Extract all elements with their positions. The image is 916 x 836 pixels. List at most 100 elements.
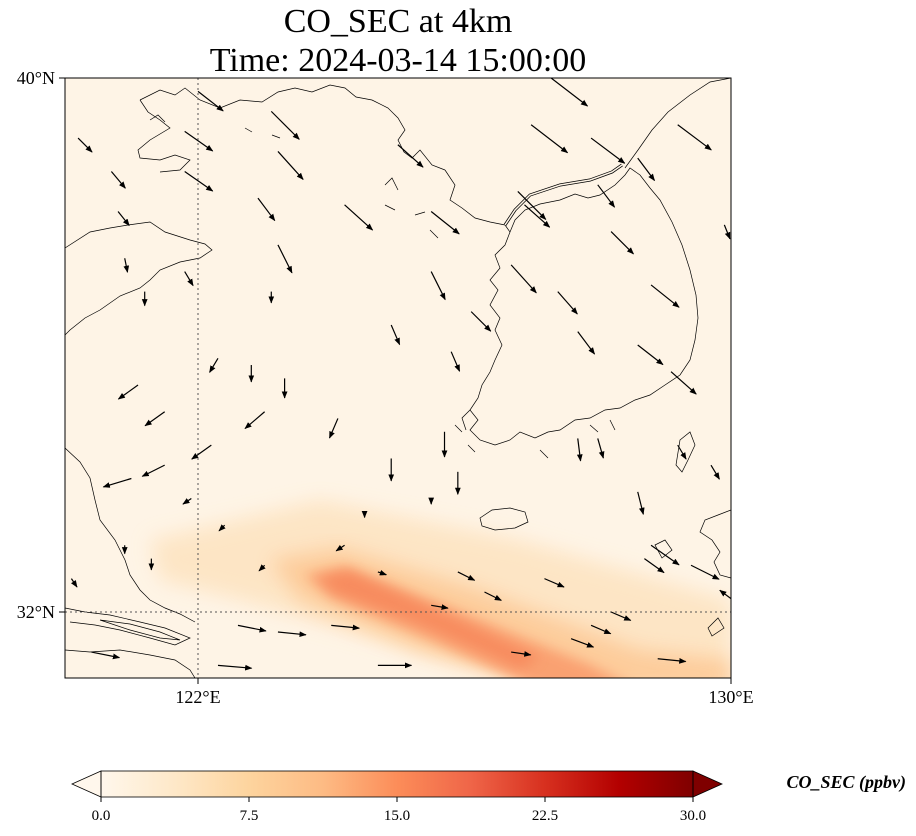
coastline-tsushima	[675, 431, 696, 473]
wind-arrow-46	[597, 438, 605, 459]
wind-arrow-70	[570, 638, 595, 648]
wind-arrow-54	[644, 558, 665, 574]
wind-arrow-45	[577, 331, 596, 355]
wind-arrow-18	[257, 197, 276, 222]
wind-arrow-57	[723, 224, 731, 240]
wind-arrow-34	[510, 264, 537, 294]
coastline-jeju	[479, 507, 529, 531]
wind-vectors	[70, 78, 731, 671]
wind-arrow-77	[70, 578, 78, 588]
wind-arrow-44	[576, 438, 583, 462]
wind-arrow-53	[710, 464, 720, 480]
wind-arrow-27	[430, 271, 446, 301]
wind-arrow-5	[184, 130, 214, 152]
chart-title-line1: CO_SEC at 4km	[284, 3, 513, 40]
wind-arrow-3	[123, 258, 130, 273]
wind-arrow-26	[430, 211, 460, 235]
wind-arrow-52	[677, 444, 687, 460]
wind-arrow-62	[277, 631, 307, 638]
ytick-40-label: 40°N	[17, 68, 55, 88]
wind-arrow-8	[197, 90, 224, 112]
coastline-korea-northeast	[624, 78, 731, 169]
wind-arrow-61	[237, 624, 267, 633]
map-frame	[64, 77, 732, 679]
wind-arrow-10	[117, 384, 139, 400]
colorbar-gradient	[101, 771, 693, 797]
wind-arrow-25	[344, 204, 374, 231]
wind-arrow-39	[524, 204, 551, 228]
wind-arrow-0	[77, 137, 93, 153]
coastline-japan-small	[707, 617, 725, 637]
coastline-goto	[654, 539, 673, 559]
xtick-130-label: 130°E	[708, 687, 753, 707]
wind-arrow-12	[191, 444, 212, 460]
wind-arrow-19	[277, 244, 293, 274]
wind-arrow-82	[258, 564, 266, 572]
cb-tick-2-label: 15.0	[384, 808, 410, 824]
wind-arrow-51	[670, 371, 697, 395]
map-panel	[64, 77, 732, 679]
wind-arrow-2	[117, 211, 130, 227]
wind-arrow-48	[650, 284, 680, 308]
wind-arrow-24	[397, 144, 424, 168]
wind-arrow-60	[217, 664, 253, 671]
colorbar-ticks: 0.0 7.5 15.0 22.5 30.0	[92, 797, 706, 824]
wind-arrow-63	[331, 624, 360, 631]
wind-arrow-28	[390, 324, 401, 346]
wind-arrow-67	[484, 591, 502, 601]
wind-arrow-23	[328, 418, 339, 439]
wind-arrow-13	[102, 477, 132, 488]
wind-arrow-50	[677, 124, 712, 151]
concentration-field	[150, 500, 731, 678]
cb-tick-1-label: 7.5	[240, 808, 259, 824]
wind-arrow-9	[209, 358, 219, 373]
wind-arrow-1	[110, 171, 126, 189]
wind-arrow-81	[335, 544, 345, 552]
coastline-islands-2	[384, 177, 439, 239]
wind-arrow-17	[277, 151, 304, 180]
coastlines	[65, 78, 731, 678]
coastline-bohai-west	[137, 99, 191, 173]
coastline-yangtze	[65, 607, 191, 646]
wind-arrow-6	[184, 170, 214, 192]
wind-arrow-71	[590, 624, 612, 635]
cb-tick-4-label: 30.0	[680, 808, 706, 824]
wind-arrow-16	[270, 110, 300, 140]
wind-arrow-58	[719, 589, 731, 600]
wind-arrow-72	[610, 611, 632, 621]
coastline-islands-3	[149, 114, 281, 139]
coastline-jiangsu	[65, 447, 196, 623]
colorbar-extend-min	[71, 770, 102, 798]
wind-arrow-42	[610, 231, 634, 255]
wind-arrow-47	[637, 344, 664, 366]
wind-arrow-41	[637, 157, 656, 182]
plume-outer	[270, 548, 731, 678]
ytick-32-label: 32°N	[17, 602, 55, 622]
coastline-islands-1	[454, 409, 616, 459]
xtick-122-label: 122°E	[175, 687, 220, 707]
coastline-chongming	[99, 619, 181, 641]
wind-arrow-37	[550, 78, 589, 107]
coastline-shanghai	[65, 649, 196, 678]
wind-arrow-73	[657, 658, 687, 664]
plume-peak	[320, 572, 540, 668]
wind-arrow-65	[431, 604, 449, 610]
wind-arrow-22	[244, 411, 266, 430]
wind-arrow-55	[650, 544, 680, 566]
coastline-kyushu	[699, 509, 731, 579]
wind-arrow-59	[91, 651, 121, 660]
wind-arrow-68	[511, 651, 532, 657]
wind-arrow-14	[141, 464, 165, 477]
colorbar-extend-max	[692, 770, 723, 798]
wind-arrow-43	[557, 291, 578, 315]
wind-arrow-29	[450, 351, 461, 372]
cb-tick-3-label: 22.5	[532, 808, 558, 824]
wind-arrow-11	[144, 411, 166, 427]
wind-arrow-66	[457, 571, 476, 581]
wind-arrow-40	[597, 184, 616, 208]
wind-arrow-38	[590, 137, 626, 164]
wind-arrow-56	[690, 564, 720, 580]
wind-arrow-36	[530, 124, 569, 154]
wind-arrow-7	[184, 271, 194, 287]
